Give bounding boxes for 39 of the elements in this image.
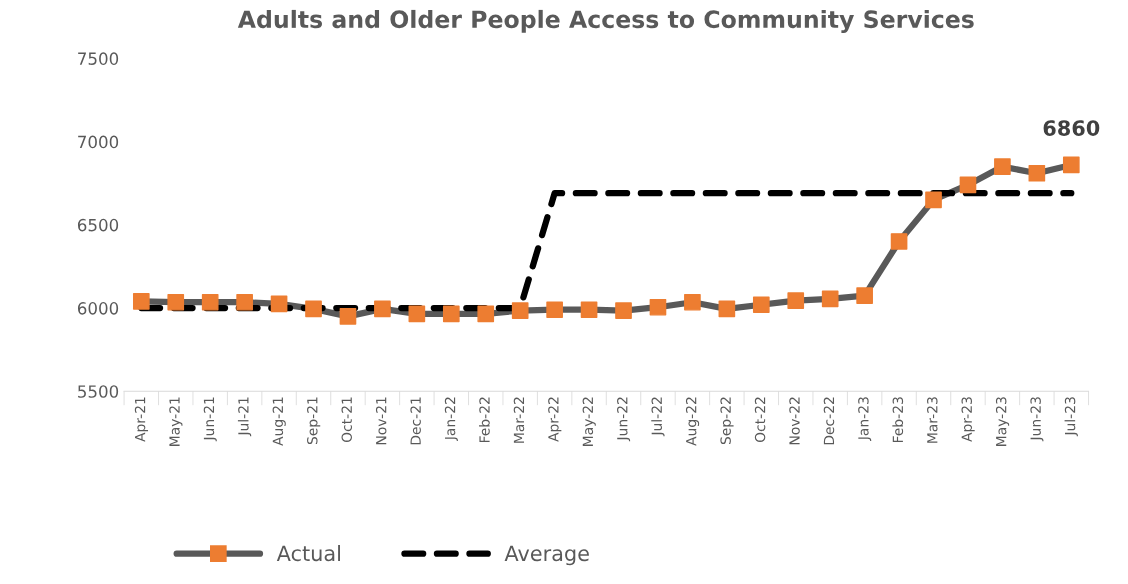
x-tick-label: Jan-23 bbox=[858, 397, 872, 441]
x-tick-label: Jun-22 bbox=[617, 397, 631, 442]
x-tick-label: Dec-22 bbox=[823, 397, 835, 445]
x-tick-label: Nov-22 bbox=[789, 397, 800, 445]
point bbox=[270, 295, 288, 313]
x-tick-label: Feb-23 bbox=[892, 397, 904, 443]
x-tick-label: Apr-21 bbox=[134, 397, 149, 442]
x-tick-label: Feb-22 bbox=[479, 397, 490, 443]
y-tick-label: 7000 bbox=[78, 135, 119, 149]
x-tick-label: Aug-21 bbox=[272, 397, 286, 446]
x-tick-label: Jun-23 bbox=[1030, 397, 1044, 442]
legend-label: Average bbox=[504, 545, 589, 566]
x-tick-label: Mar-22 bbox=[513, 397, 525, 443]
x-tick-label: Aug-22 bbox=[685, 397, 700, 446]
chart-title: Adults and Older People Access to Community Services bbox=[237, 9, 974, 33]
x-tick-label: Oct-22 bbox=[754, 397, 766, 443]
y-tick-label: 5500 bbox=[78, 385, 119, 398]
x-tick-label: Sep-21 bbox=[307, 397, 321, 445]
x-tick-label: Apr-22 bbox=[548, 397, 562, 442]
y-tick-label: 7500 bbox=[78, 52, 119, 65]
y-tick-label: 6500 bbox=[77, 218, 119, 232]
x-tick-label: Oct-21 bbox=[341, 397, 352, 443]
x-tick-label: May-23 bbox=[995, 397, 1010, 446]
x-tick-label: Mar-23 bbox=[927, 397, 938, 443]
x-tick-label: Jul-21 bbox=[237, 397, 252, 437]
x-tick-label: Jan-22 bbox=[444, 397, 458, 441]
x-tick-label: May-22 bbox=[582, 397, 596, 446]
x-tick-label: May-21 bbox=[169, 397, 183, 446]
x-tick-label: Sep-22 bbox=[720, 397, 734, 445]
point bbox=[959, 176, 977, 194]
x-tick-label: Apr-23 bbox=[961, 397, 975, 442]
x-tick-label: Jul-22 bbox=[651, 397, 665, 437]
y-tick-label: 6000 bbox=[77, 302, 119, 315]
annotation: 6860 bbox=[1043, 120, 1100, 136]
x-tick-label: Jun-21 bbox=[203, 397, 217, 442]
legend-label: Actual bbox=[276, 545, 340, 562]
x-tick-label: Dec-21 bbox=[410, 397, 421, 445]
x-tick-label: Jul-23 bbox=[1064, 397, 1078, 437]
x-tick-label: Nov-21 bbox=[375, 397, 387, 445]
